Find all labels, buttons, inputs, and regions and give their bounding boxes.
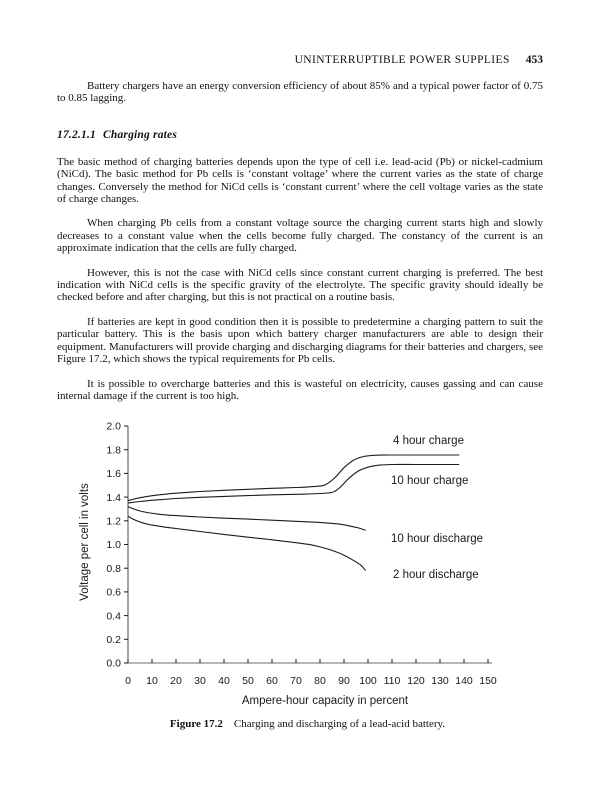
x-tick-label: 60 <box>266 675 278 687</box>
text-column: UNINTERRUPTIBLE POWER SUPPLIES 453 Batte… <box>57 0 543 414</box>
running-head: UNINTERRUPTIBLE POWER SUPPLIES 453 <box>57 54 543 66</box>
paragraph-overcharge: It is possible to overcharge batteries a… <box>57 377 543 402</box>
x-tick-label: 100 <box>359 675 377 687</box>
curve-label-10-hour-discharge: 10 hour discharge <box>391 533 483 545</box>
paragraph-nicd: However, this is not the case with NiCd … <box>57 266 543 304</box>
x-tick-label: 50 <box>242 675 254 687</box>
x-tick-label: 30 <box>194 675 206 687</box>
curve-label-4-hour-charge: 4 hour charge <box>393 435 464 447</box>
x-tick-label: 20 <box>170 675 182 687</box>
x-tick-label: 130 <box>431 675 449 687</box>
y-tick-label: 1.8 <box>106 444 121 456</box>
y-axis-title: Voltage per cell in volts <box>79 483 91 601</box>
y-tick-label: 1.6 <box>106 468 121 480</box>
paragraph-basic-method: The basic method of charging batteries d… <box>57 155 543 206</box>
section-title: Charging rates <box>102 128 178 141</box>
y-tick-label: 1.4 <box>106 492 121 504</box>
figure-caption-text: Charging and discharging of a lead-acid … <box>233 718 446 730</box>
x-tick-label: 40 <box>218 675 230 687</box>
x-tick-label: 70 <box>290 675 302 687</box>
figure-chart-svg: 0.0 0.2 0.4 0.6 0.8 1.0 1.2 1.4 1.6 1.8 2.0 0 10 20 30… <box>79 421 497 707</box>
y-tick-label: 0.8 <box>106 563 121 575</box>
x-tick-label: 80 <box>314 675 326 687</box>
x-tick-label: 140 <box>455 675 473 687</box>
section-heading: 17.2.1.1 Charging rates <box>57 129 543 141</box>
y-tick-label: 0.4 <box>106 610 121 622</box>
figure-caption: Figure 17.2 Charging and discharging of a… <box>0 718 615 730</box>
running-title: UNINTERRUPTIBLE POWER SUPPLIES <box>294 54 510 66</box>
curve-2-hour-discharge <box>127 515 367 571</box>
paragraph-intro: Battery chargers have an energy conversi… <box>57 80 543 105</box>
section-number: 17.2.1.1 <box>57 128 96 141</box>
figure-caption-label: Figure 17.2 <box>169 718 223 730</box>
curve-10-hour-discharge <box>127 506 366 531</box>
y-tick-label: 1.0 <box>106 539 121 551</box>
y-tick-label: 0.0 <box>106 658 121 670</box>
x-tick-label: 0 <box>125 675 131 687</box>
x-axis-title: Ampere-hour capacity in percent <box>242 695 409 707</box>
figure-17-2: 0.0 0.2 0.4 0.6 0.8 1.0 1.2 1.4 1.6 1.8 2.0 0 10 20 30… <box>0 420 615 710</box>
curve-label-2-hour-discharge: 2 hour discharge <box>393 569 479 581</box>
paragraph-pb-charging: When charging Pb cells from a constant v… <box>57 217 543 255</box>
x-tick-label: 150 <box>479 675 497 687</box>
y-tick-label: 2.0 <box>106 421 121 433</box>
curve-10-hour-charge <box>127 463 460 504</box>
x-tick-label: 90 <box>338 675 350 687</box>
y-tick-label: 0.6 <box>106 587 121 599</box>
y-tick-label: 0.2 <box>106 634 121 646</box>
x-tick-label: 120 <box>407 675 425 687</box>
curve-label-10-hour-charge: 10 hour charge <box>391 475 468 487</box>
paragraph-charging-pattern: If batteries are kept in good condition … <box>57 315 543 366</box>
page-number: 453 <box>525 54 543 66</box>
y-tick-label: 1.2 <box>106 516 121 528</box>
x-tick-label: 10 <box>146 675 158 687</box>
x-tick-label: 110 <box>384 675 401 687</box>
curve-4-hour-charge <box>127 454 460 502</box>
